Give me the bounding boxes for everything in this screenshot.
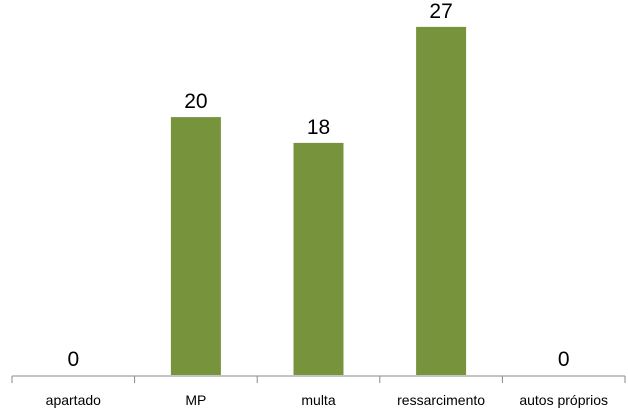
value-label-autos-proprios: 0 (558, 348, 570, 371)
category-label-mp: MP (185, 392, 206, 408)
value-label-apartado: 0 (67, 348, 79, 371)
value-label-multa: 18 (307, 116, 330, 139)
value-label-mp: 20 (184, 90, 207, 113)
bars-group (170, 26, 467, 376)
category-label-autos-proprios: autos próprios (519, 392, 608, 408)
bar-multa (293, 142, 344, 375)
category-label-ressarcimento: ressarcimento (397, 392, 485, 408)
category-labels-group: apartado MP multa ressarcimento autos própri… (46, 392, 608, 408)
value-labels-group: 0 20 18 27 0 (67, 0, 569, 371)
x-axis (11, 375, 626, 383)
category-label-multa: multa (301, 392, 335, 408)
bar-ressarcimento (416, 26, 467, 376)
category-label-apartado: apartado (46, 392, 101, 408)
bar-mp (170, 117, 221, 375)
value-label-ressarcimento: 27 (429, 0, 452, 23)
